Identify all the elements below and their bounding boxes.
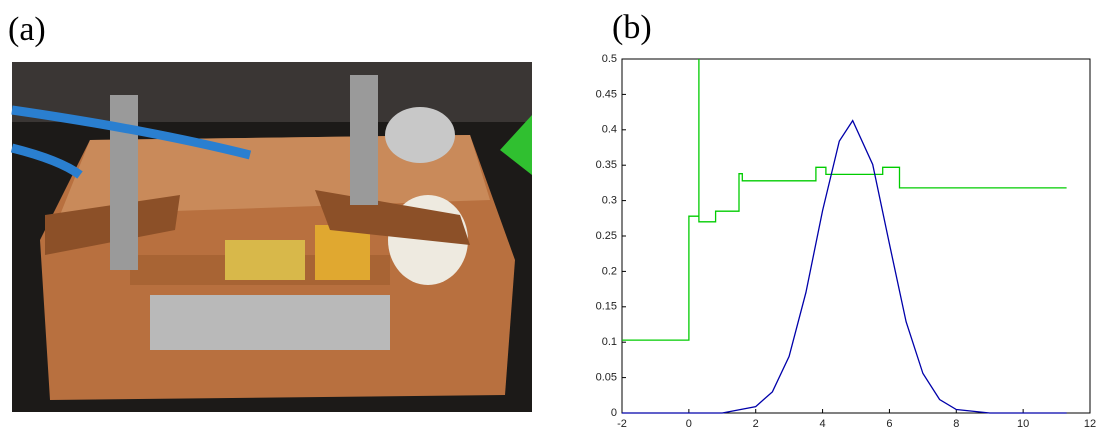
x-tick-label: 10 bbox=[1017, 418, 1029, 430]
y-tick-label: 0.45 bbox=[596, 88, 617, 100]
figure: (a) (b) 0 0.05 0.1 0.15 0.2 0.25 0.3 0.35 0.4 0.4… bbox=[0, 0, 1104, 432]
x-tick-label: -2 bbox=[617, 418, 627, 430]
y-tick-label: 0.05 bbox=[596, 372, 617, 384]
y-tick-label: 0.5 bbox=[602, 53, 617, 65]
panel-label: (a) bbox=[8, 11, 46, 48]
y-tick-label: 0.2 bbox=[602, 265, 617, 277]
x-tick-label: 0 bbox=[686, 418, 692, 430]
x-tick-label: 4 bbox=[820, 418, 826, 430]
y-tick-label: 0.4 bbox=[602, 124, 617, 136]
y-tick-label: 0.15 bbox=[596, 301, 617, 313]
y-tick-label: 0.25 bbox=[596, 230, 617, 242]
x-tick-label: 6 bbox=[886, 418, 892, 430]
x-tick-label: 12 bbox=[1084, 418, 1096, 430]
y-tick-label: 0.35 bbox=[596, 159, 617, 171]
plot-area bbox=[622, 59, 1090, 413]
photo bbox=[12, 62, 532, 412]
x-tick-label: 8 bbox=[953, 418, 959, 430]
panel-label: (b) bbox=[612, 9, 652, 46]
x-tick-label: 2 bbox=[753, 418, 759, 430]
y-tick-label: 0.3 bbox=[602, 195, 617, 207]
y-tick-label: 0.1 bbox=[602, 336, 617, 348]
y-tick-label: 0 bbox=[611, 407, 617, 419]
